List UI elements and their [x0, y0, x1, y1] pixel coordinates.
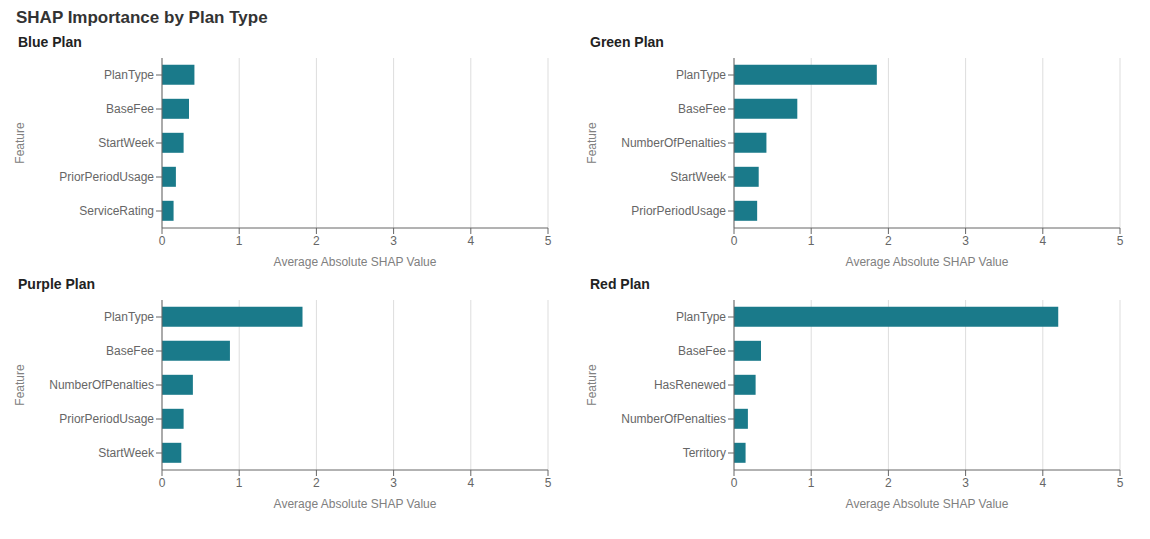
svg-text:4: 4	[467, 476, 474, 490]
svg-text:Feature: Feature	[585, 122, 599, 164]
html-text:Blue Plan: Blue Plan	[18, 34, 82, 50]
svg-text:BaseFee: BaseFee	[106, 102, 154, 116]
svg-text:PlanType: PlanType	[104, 68, 154, 82]
svg-text:Average Absolute SHAP Value: Average Absolute SHAP Value	[274, 497, 437, 511]
svg-text:2: 2	[885, 234, 892, 248]
svg-text:StartWeek: StartWeek	[98, 136, 155, 150]
svg-text:0: 0	[159, 476, 166, 490]
svg-text:5: 5	[545, 476, 552, 490]
svg-text:Average Absolute SHAP Value: Average Absolute SHAP Value	[274, 255, 437, 269]
svg-text:BaseFee: BaseFee	[106, 344, 154, 358]
html-text:Purple Plan: Purple Plan	[18, 276, 95, 292]
svg-text:4: 4	[1039, 476, 1046, 490]
svg-text:PriorPeriodUsage: PriorPeriodUsage	[59, 412, 154, 426]
svg-text:PriorPeriodUsage: PriorPeriodUsage	[59, 170, 154, 184]
svg-text:4: 4	[1039, 234, 1046, 248]
svg-text:BaseFee: BaseFee	[678, 102, 726, 116]
html-text:SHAP Importance by Plan Type: SHAP Importance by Plan Type	[16, 8, 268, 27]
svg-text:Average Absolute SHAP Value: Average Absolute SHAP Value	[846, 255, 1009, 269]
svg-text:PlanType: PlanType	[676, 310, 726, 324]
svg-text:Territory: Territory	[683, 446, 726, 460]
svg-text:BaseFee: BaseFee	[678, 344, 726, 358]
svg-text:StartWeek: StartWeek	[98, 446, 155, 460]
svg-text:1: 1	[808, 476, 815, 490]
svg-text:NumberOfPenalties: NumberOfPenalties	[49, 378, 154, 392]
svg-text:5: 5	[545, 234, 552, 248]
svg-text:3: 3	[390, 476, 397, 490]
html-text:Red Plan: Red Plan	[590, 276, 650, 292]
svg-text:ServiceRating: ServiceRating	[79, 204, 154, 218]
svg-text:HasRenewed: HasRenewed	[654, 378, 726, 392]
svg-text:3: 3	[962, 234, 969, 248]
svg-text:0: 0	[731, 234, 738, 248]
svg-text:NumberOfPenalties: NumberOfPenalties	[621, 412, 726, 426]
svg-text:PlanType: PlanType	[676, 68, 726, 82]
svg-text:1: 1	[808, 234, 815, 248]
svg-text:3: 3	[962, 476, 969, 490]
svg-text:5: 5	[1117, 476, 1124, 490]
html-text:Green Plan: Green Plan	[590, 34, 664, 50]
svg-text:Feature: Feature	[13, 122, 27, 164]
svg-text:0: 0	[731, 476, 738, 490]
svg-text:1: 1	[236, 234, 243, 248]
svg-text:2: 2	[313, 234, 320, 248]
svg-text:4: 4	[467, 234, 474, 248]
svg-text:0: 0	[159, 234, 166, 248]
svg-text:2: 2	[313, 476, 320, 490]
svg-text:Feature: Feature	[585, 364, 599, 406]
svg-text:5: 5	[1117, 234, 1124, 248]
svg-text:1: 1	[236, 476, 243, 490]
svg-text:PriorPeriodUsage: PriorPeriodUsage	[631, 204, 726, 218]
svg-text:StartWeek: StartWeek	[670, 170, 727, 184]
svg-text:3: 3	[390, 234, 397, 248]
svg-text:PlanType: PlanType	[104, 310, 154, 324]
svg-text:Average Absolute SHAP Value: Average Absolute SHAP Value	[846, 497, 1009, 511]
svg-text:Feature: Feature	[13, 364, 27, 406]
svg-text:2: 2	[885, 476, 892, 490]
svg-text:NumberOfPenalties: NumberOfPenalties	[621, 136, 726, 150]
